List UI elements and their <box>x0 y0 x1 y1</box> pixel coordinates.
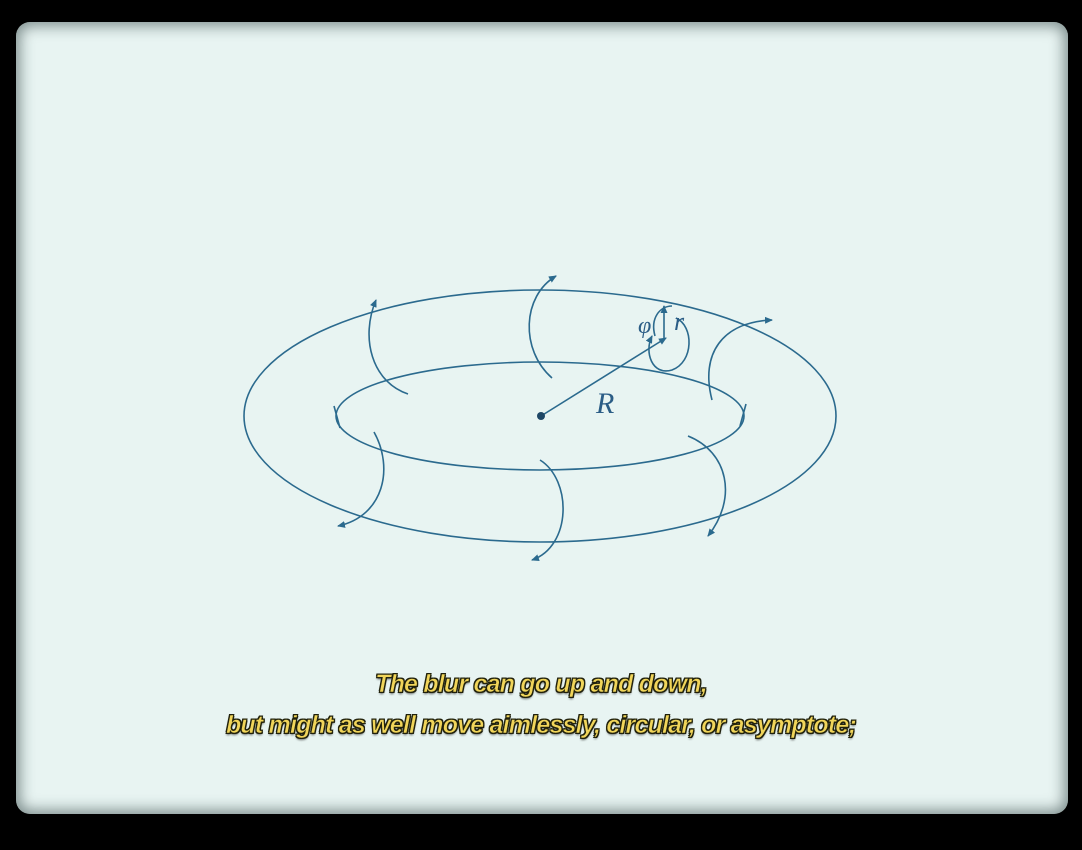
major-radius-line <box>540 337 667 417</box>
tube-arrow-lower-middle <box>531 459 564 561</box>
label-major-radius: R <box>595 387 614 420</box>
subtitle-block: The blur can go up and down, but might a… <box>0 664 1082 746</box>
subtitle-line-1: The blur can go up and down, <box>375 670 708 699</box>
tube-arrow-lower-left <box>337 431 385 528</box>
tube-arrow-lower-right <box>687 435 727 537</box>
inner-left-tick <box>333 405 341 429</box>
label-minor-radius: r <box>674 307 685 336</box>
label-angle-phi: φ <box>638 313 651 339</box>
tube-arrow-upper-right <box>708 316 773 401</box>
inner-right-tick <box>739 403 747 427</box>
subtitle-line-2: but might as well move aimlessly, circul… <box>225 711 858 740</box>
angle-phi-loop <box>645 317 690 372</box>
minor-circle-left-arc <box>653 305 673 337</box>
torus-center-point <box>537 412 545 420</box>
tube-arrow-upper-middle <box>528 275 557 379</box>
tube-arrow-upper-left <box>368 299 409 395</box>
